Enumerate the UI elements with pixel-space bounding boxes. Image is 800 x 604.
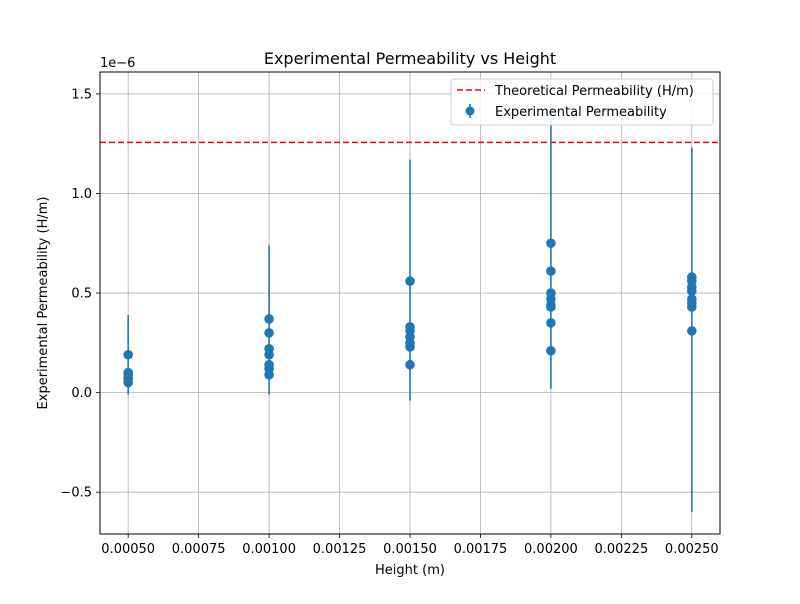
x-tick-label: 0.00075 [172,542,226,557]
data-points-layer [123,238,697,388]
x-tick-label: 0.00150 [383,542,437,557]
data-point [405,342,415,352]
data-point [546,266,556,276]
y-tick-label: −0.5 [60,486,92,501]
y-axis-ticks: −0.5 0.0 0.5 1.0 1.5 [60,87,100,501]
x-tick-label: 0.00225 [594,542,648,557]
data-point [546,345,556,356]
data-point [264,328,274,338]
data-point [405,359,415,370]
data-point [123,349,133,360]
x-axis-ticks: 0.00050 0.00075 0.00100 0.00125 0.00150 0.001… [101,534,719,557]
x-axis-label: Height (m) [375,563,445,578]
data-point [546,318,556,328]
data-point [546,302,556,312]
x-tick-label: 0.00175 [454,542,508,557]
data-point [264,349,274,360]
y-axis-scale-note: 1e−6 [100,56,135,71]
data-point [264,369,274,380]
legend-marker-swatch [465,106,475,116]
x-tick-label: 0.00050 [101,542,155,557]
data-point [405,276,415,286]
y-tick-label: 0.0 [71,386,92,401]
y-tick-label: 0.5 [71,287,92,302]
y-axis-label: Experimental Permeability (H/m) [36,197,51,410]
y-tick-label: 1.5 [71,87,92,102]
legend-reference-line-label: Theoretical Permeability (H/m) [494,84,694,99]
data-point [687,286,697,296]
x-tick-label: 0.00125 [313,542,367,557]
data-point [687,326,697,336]
data-point [546,238,556,249]
x-tick-label: 0.00250 [665,542,719,557]
data-point [123,377,133,388]
data-point [687,302,697,312]
data-point [264,314,274,324]
y-tick-label: 1.0 [71,187,92,202]
x-tick-label: 0.00200 [524,542,578,557]
legend: Theoretical Permeability (H/m) Experimen… [450,78,714,126]
legend-box [450,78,714,126]
legend-series-label: Experimental Permeability [495,105,667,120]
chart-title: Experimental Permeability vs Height [264,49,556,68]
x-tick-label: 0.00100 [242,542,296,557]
